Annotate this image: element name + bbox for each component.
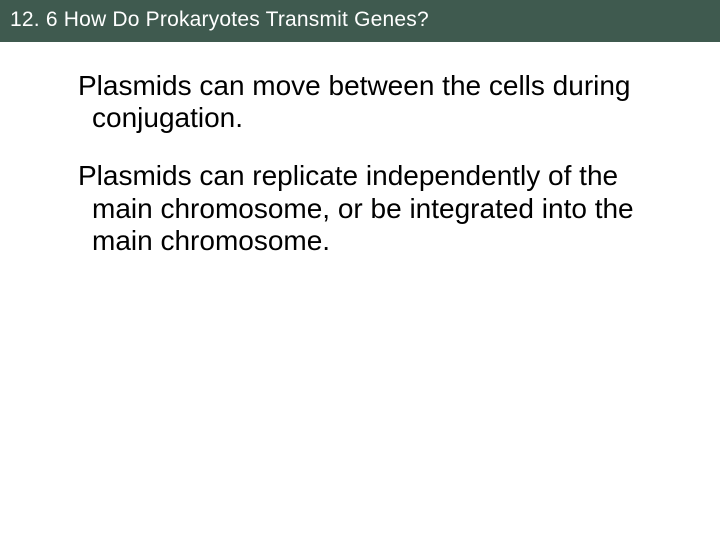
slide-header-title: 12. 6 How Do Prokaryotes Transmit Genes?	[10, 8, 708, 32]
slide-header: 12. 6 How Do Prokaryotes Transmit Genes?	[0, 0, 720, 42]
paragraph-1: Plasmids can move between the cells duri…	[78, 70, 660, 134]
paragraph-2: Plasmids can replicate independently of …	[78, 160, 660, 257]
slide-content: Plasmids can move between the cells duri…	[0, 42, 720, 257]
